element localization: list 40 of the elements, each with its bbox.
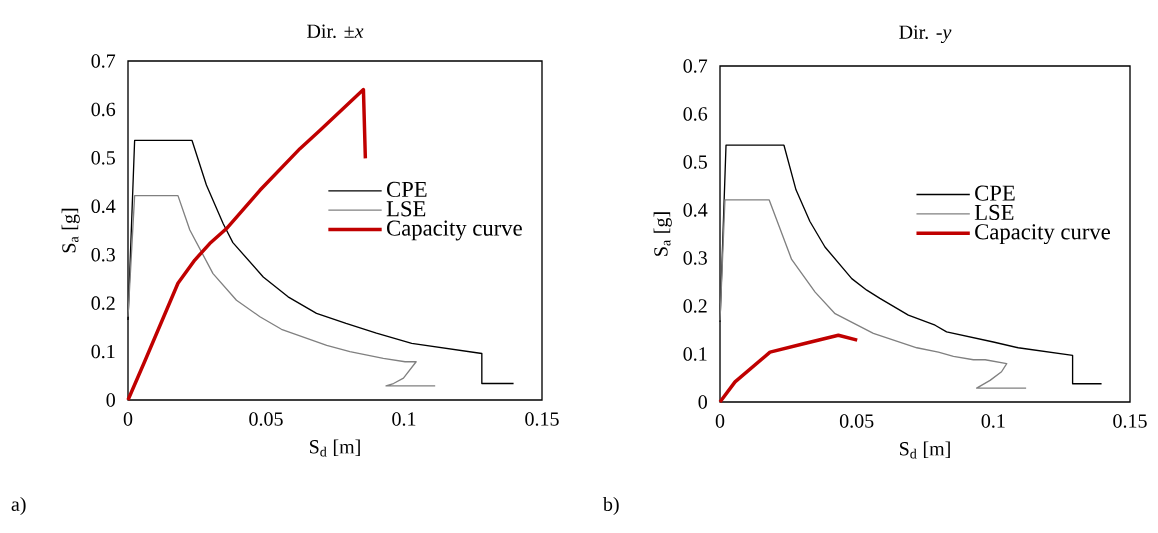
y-axis-title: S$_{a}$ [g] [61,208,80,253]
x-tick-label: 0 [123,412,133,426]
x-tick-label: 0.1 [392,412,416,426]
chart-title: Dir. -y [899,25,952,44]
legend-label: Capacity curve [387,220,522,241]
legend-label: LSE [974,204,1014,221]
x-axis-title: S$_{d}$ [m] [900,441,950,459]
text: b) [602,496,619,516]
line-series [718,333,859,404]
y-tick-label: 0.5 [91,151,115,165]
x-tick-label: 0.05 [249,412,283,426]
line-series [126,87,368,402]
y-tick-label: 0.2 [91,296,115,310]
y-tick-label: 0.7 [683,59,708,73]
y-tick-label: 0.2 [683,299,707,313]
legend-label: CPE [387,181,427,198]
y-tick-label: 0.6 [683,107,708,121]
legend-label: LSE [386,201,426,217]
y-tick-label: 0.4 [683,203,708,217]
chart-title: Dir. ±x [307,24,364,39]
text: a) [11,496,26,516]
legend-label: CPE [975,185,1015,201]
y-tick-label: 0.1 [683,347,707,361]
x-tick-label: 0.15 [1113,414,1147,428]
y-tick-label: 0.5 [683,155,707,169]
y-tick-label: 0 [106,393,115,407]
y-tick-label: 0.4 [91,199,116,214]
y-axis-title: S$_{a}$ [g] [653,212,672,256]
legend-label: Capacity curve [975,224,1110,245]
y-tick-label: 0.7 [91,54,116,68]
y-tick-label: 0.3 [683,251,707,265]
y-tick-label: 0 [698,395,707,409]
y-tick-label: 0.3 [91,247,115,262]
y-tick-label: 0.1 [91,344,115,359]
x-tick-label: 0.15 [525,412,559,426]
x-axis-title: S$_{d}$ [m] [310,439,360,457]
x-tick-label: 0.1 [981,414,1005,428]
x-tick-label: 0 [715,414,725,428]
x-tick-label: 0.05 [839,414,874,428]
y-tick-label: 0.6 [91,102,116,117]
